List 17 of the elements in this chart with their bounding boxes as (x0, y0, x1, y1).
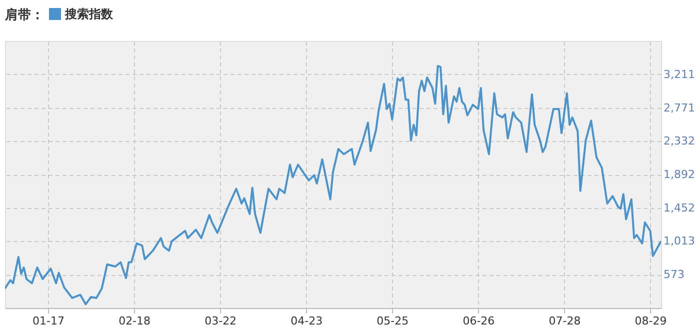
x-tick-label: 04-23 (290, 314, 323, 328)
y-tick-label: 1,892 (664, 168, 695, 181)
x-tick-label: 07-28 (548, 314, 581, 328)
legend-title: 肩带： (4, 7, 44, 23)
x-tick-label: 08-29 (634, 314, 667, 328)
y-tick-label: 2,771 (664, 101, 695, 114)
y-tick-label: 573 (664, 268, 684, 282)
x-tick-label: 06-26 (462, 314, 495, 328)
legend-label: 搜索指数 (64, 7, 114, 21)
x-tick-label: 03-22 (204, 314, 237, 328)
x-tick-label: 01-17 (32, 314, 64, 328)
x-tick-label: 02-18 (118, 314, 151, 328)
x-tick-label: 05-25 (376, 314, 409, 328)
y-tick-label: 2,332 (664, 134, 695, 148)
y-tick-label: 1,013 (664, 234, 695, 248)
y-tick-label: 1,452 (664, 201, 695, 214)
y-tick-label: 3,211 (664, 68, 695, 81)
